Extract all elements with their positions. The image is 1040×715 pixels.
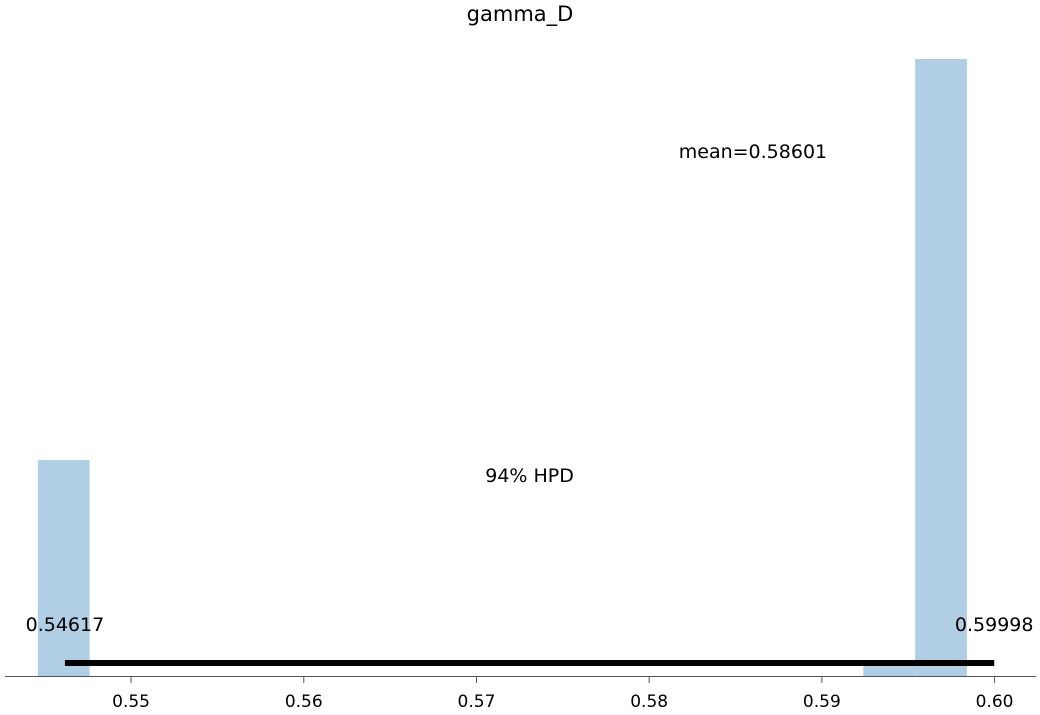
x-tick-label: 0.59 xyxy=(803,692,841,712)
mean-label: mean=0.58601 xyxy=(679,141,827,163)
x-tick-label: 0.57 xyxy=(458,692,496,712)
hpd-high-label: 0.59998 xyxy=(955,614,1034,636)
histogram-bar-1 xyxy=(863,663,916,676)
x-axis-ticks: 0.55 0.56 0.57 0.58 0.59 0.60 xyxy=(112,677,1013,712)
histogram-bar-2 xyxy=(915,59,967,676)
hpd-low-label: 0.54617 xyxy=(26,614,105,636)
x-tick-label: 0.58 xyxy=(630,692,668,712)
x-tick-label: 0.55 xyxy=(112,692,150,712)
chart-title: gamma_D xyxy=(467,2,574,27)
x-tick-label: 0.56 xyxy=(285,692,323,712)
hpd-label: 94% HPD xyxy=(485,465,574,487)
x-tick-label: 0.60 xyxy=(976,692,1014,712)
histogram-bar-0 xyxy=(37,460,90,676)
histogram-bars xyxy=(37,59,967,676)
